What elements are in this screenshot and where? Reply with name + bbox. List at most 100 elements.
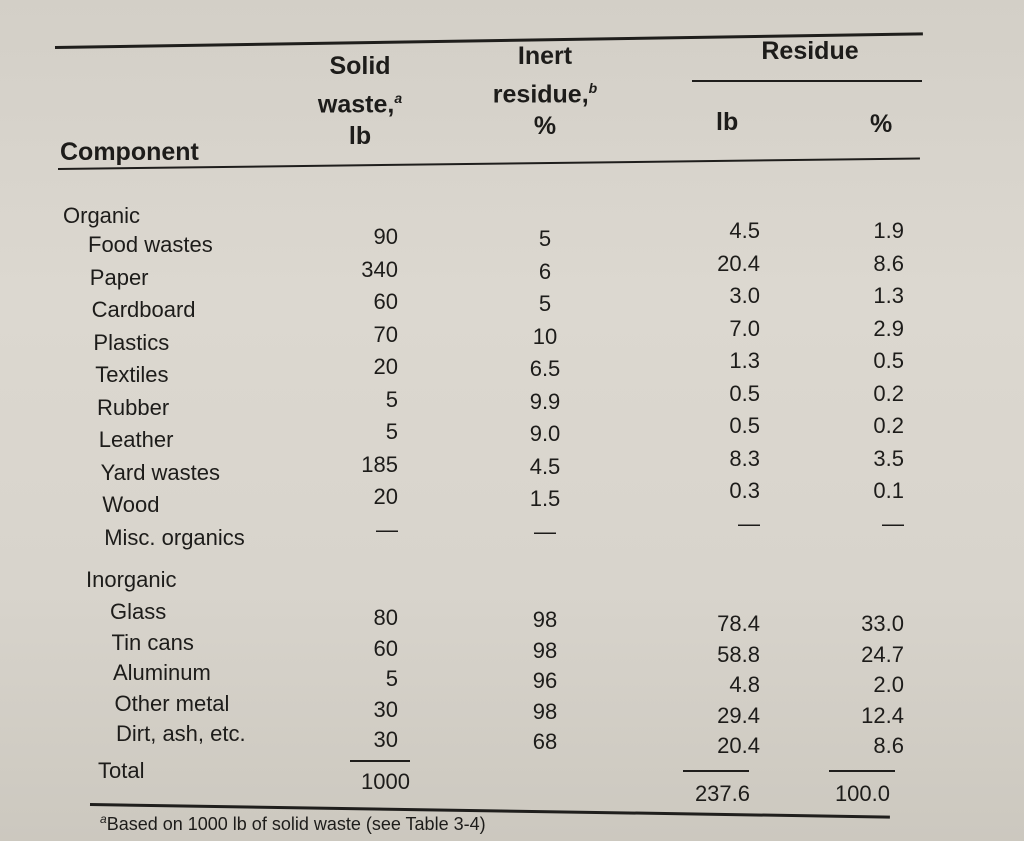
row-inert-residue: 98 [532, 607, 558, 632]
row-solid-waste: — [376, 516, 398, 542]
row-residue-lb: — [738, 510, 760, 536]
row-residue-lb: 4.5 [729, 218, 760, 243]
row-residue-lb: 0.3 [729, 478, 760, 503]
row-inert-residue: 98 [532, 637, 558, 663]
row-component-name: Plastics [93, 329, 170, 355]
header-inert-line2: residue,b [492, 80, 598, 109]
row-component-name: Dirt, ash, etc. [116, 721, 246, 746]
total-res-lb: 237.6 [694, 781, 750, 806]
row-solid-waste: 60 [373, 289, 398, 314]
row-residue-pct: 0.2 [873, 413, 904, 438]
row-component-name: Misc. organics [104, 524, 245, 550]
header-component: Component [60, 138, 199, 166]
row-inert-residue: 9.9 [529, 388, 561, 414]
total-label: Total [98, 758, 145, 783]
footnote-mark: a [100, 812, 107, 826]
row-solid-waste: 5 [385, 386, 398, 412]
row-component-name: Paper [89, 264, 149, 290]
total-res-pct: 100.0 [834, 781, 890, 806]
row-residue-lb: 1.3 [729, 348, 760, 373]
header-solid-waste: Solid waste,a lb [300, 50, 420, 152]
row-inert-residue: 1.5 [529, 486, 561, 511]
row-solid-waste: 80 [373, 605, 398, 630]
total-solid: 1000 [361, 769, 410, 794]
row-residue-pct: — [882, 510, 904, 536]
row-solid-waste: 90 [373, 224, 398, 249]
row-residue-pct: 1.9 [873, 218, 904, 243]
header-residue-group: Residue [761, 37, 859, 65]
row-inert-residue: 96 [532, 668, 558, 693]
row-component-name: Aluminum [113, 660, 211, 685]
row-residue-lb: 7.0 [729, 315, 760, 341]
row-residue-pct: 2.9 [873, 315, 904, 341]
row-solid-waste: 5 [385, 666, 398, 691]
header-inert-residue: Inert residue,b % [475, 40, 615, 142]
row-residue-lb: 20.4 [717, 250, 760, 276]
row-residue-lb: 0.5 [729, 413, 760, 438]
row-inert-residue: 98 [532, 698, 558, 724]
header-solid-waste-line2: waste,a [317, 90, 403, 119]
header-inert-line3: % [533, 112, 557, 141]
row-solid-waste: 20 [373, 484, 398, 509]
header-inert-line1: Inert [517, 42, 573, 70]
footnote: aBased on 1000 lb of solid waste (see Ta… [100, 812, 486, 835]
row-residue-pct: 2.0 [873, 672, 904, 697]
footnote-mark-a: a [394, 90, 403, 106]
row-solid-waste: 340 [361, 256, 398, 282]
subtotal-rule-solid [350, 760, 410, 762]
row-component-name: Yard wastes [100, 459, 221, 485]
row-residue-pct: 1.3 [873, 283, 904, 308]
row-solid-waste: 70 [373, 321, 398, 347]
row-solid-waste: 5 [385, 419, 398, 444]
footnote-mark-b: b [588, 80, 598, 96]
row-solid-waste: 30 [373, 727, 398, 752]
row-residue-pct: 8.6 [873, 733, 904, 758]
subtotal-rule-res-lb [683, 770, 749, 772]
row-residue-lb: 20.4 [717, 733, 760, 758]
row-component-name: Cardboard [91, 297, 196, 322]
residue-group-rule [692, 80, 922, 82]
row-component-name: Wood [102, 492, 160, 517]
row-residue-pct: 24.7 [861, 641, 904, 667]
row-inert-residue: 9.0 [529, 421, 561, 446]
header-solid-waste-line3: lb [348, 122, 372, 151]
row-solid-waste: 60 [373, 635, 398, 661]
row-inert-residue: 4.5 [529, 453, 561, 479]
row-component-name: Tin cans [111, 629, 194, 655]
row-inert-residue: 10 [532, 323, 558, 349]
row-residue-pct: 8.6 [873, 250, 904, 276]
row-residue-lb: 8.3 [729, 445, 760, 471]
row-component-name: Food wastes [88, 232, 213, 257]
row-component-name: Glass [110, 599, 167, 624]
row-inert-residue: 5 [538, 226, 552, 251]
row-residue-lb: 29.4 [717, 702, 760, 728]
row-solid-waste: 185 [361, 451, 398, 477]
row-component-name: Rubber [97, 394, 170, 420]
row-residue-lb: 0.5 [729, 380, 760, 406]
header-solid-waste-line1: Solid [329, 52, 391, 80]
row-residue-lb: 4.8 [729, 672, 760, 697]
row-solid-waste: 30 [373, 696, 398, 722]
subtotal-rule-res-pct [829, 770, 895, 772]
footnote-text: Based on 1000 lb of solid waste (see Tab… [106, 814, 486, 834]
row-solid-waste: 20 [373, 354, 398, 379]
row-component-name: Other metal [114, 690, 230, 716]
row-inert-residue: 5 [538, 291, 552, 316]
row-residue-lb: 3.0 [729, 283, 760, 308]
row-residue-pct: 0.1 [873, 478, 904, 503]
row-residue-pct: 0.5 [873, 348, 904, 373]
row-component-name: Leather [98, 427, 174, 452]
row-residue-pct: 12.4 [861, 702, 904, 728]
row-inert-residue: 6 [538, 258, 552, 284]
row-residue-pct: 3.5 [873, 445, 904, 471]
row-residue-lb: 58.8 [717, 641, 760, 667]
row-residue-lb: 78.4 [717, 611, 760, 636]
row-residue-pct: 0.2 [873, 380, 904, 406]
row-residue-pct: 33.0 [861, 611, 904, 636]
header-residue-lb: lb [716, 108, 739, 136]
row-inert-residue: — [534, 518, 556, 544]
row-component-name: Textiles [95, 362, 169, 387]
row-inert-residue: 6.5 [529, 356, 561, 381]
section-organic: Organic [63, 203, 141, 228]
